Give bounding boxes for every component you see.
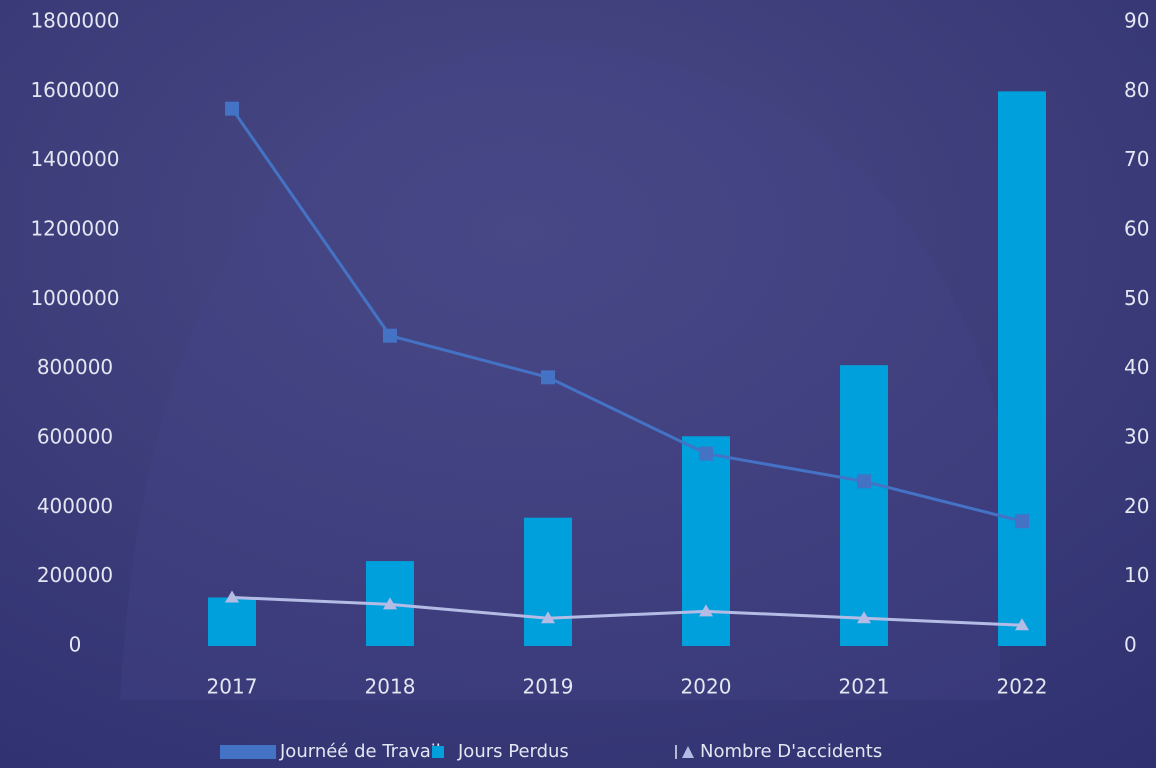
y-tick-label: 1000000: [30, 286, 119, 310]
y2-tick-label: 70: [1124, 147, 1149, 171]
marker: [541, 370, 555, 385]
line: [231, 595, 1023, 627]
marker: [1015, 618, 1029, 631]
marker: [541, 611, 555, 624]
line: [230, 107, 1023, 523]
x-tick-label: 2022: [997, 675, 1048, 699]
legend-label: Jours Perdus: [457, 741, 569, 762]
y-tick-label: 0: [69, 633, 82, 657]
y-tick-label: 200000: [37, 563, 113, 587]
y-tick-label: 800000: [37, 355, 113, 379]
y2-tick-label: 50: [1124, 286, 1149, 310]
marker: [383, 597, 397, 610]
marker: [699, 446, 713, 461]
marker: [857, 474, 871, 489]
y-tick-label: 1800000: [30, 9, 119, 33]
y-tick-label: 400000: [37, 494, 113, 518]
y-tick-label: 600000: [37, 425, 113, 449]
marker: [857, 611, 871, 624]
y2-tick-label: 0: [1124, 633, 1137, 657]
y2-tick-label: 90: [1124, 9, 1149, 33]
y2-tick-label: 80: [1124, 78, 1149, 102]
background-shape: [120, 40, 1000, 700]
y2-tick-label: 20: [1124, 494, 1149, 518]
y2-tick-label: 60: [1124, 217, 1149, 241]
bar: [840, 365, 888, 646]
y2-tick-label: 10: [1124, 563, 1149, 587]
y2-tick-label: 30: [1124, 425, 1149, 449]
y-tick-label: 1600000: [30, 78, 119, 102]
x-tick-label: 2019: [523, 675, 574, 699]
legend-swatch: [682, 746, 694, 758]
bar: [208, 597, 256, 646]
bar: [998, 91, 1046, 647]
x-tick-label: 2017: [207, 675, 258, 699]
marker: [1015, 514, 1029, 529]
marker: [383, 328, 397, 343]
y-tick-label: 1200000: [30, 217, 119, 241]
legend-swatch: [220, 745, 276, 759]
y2-tick-label: 40: [1124, 355, 1149, 379]
marker: [225, 101, 239, 116]
legend-swatch: [432, 746, 444, 758]
y-tick-label: 1400000: [30, 147, 119, 171]
bar: [524, 517, 572, 646]
x-tick-label: 2020: [681, 675, 732, 699]
marker: [699, 604, 713, 617]
marker: [225, 590, 239, 603]
legend-label: Journéé de Travail: [279, 741, 441, 762]
x-tick-label: 2018: [365, 675, 416, 699]
legend-label: Nombre D'accidents: [700, 741, 882, 762]
x-tick-label: 2021: [839, 675, 890, 699]
